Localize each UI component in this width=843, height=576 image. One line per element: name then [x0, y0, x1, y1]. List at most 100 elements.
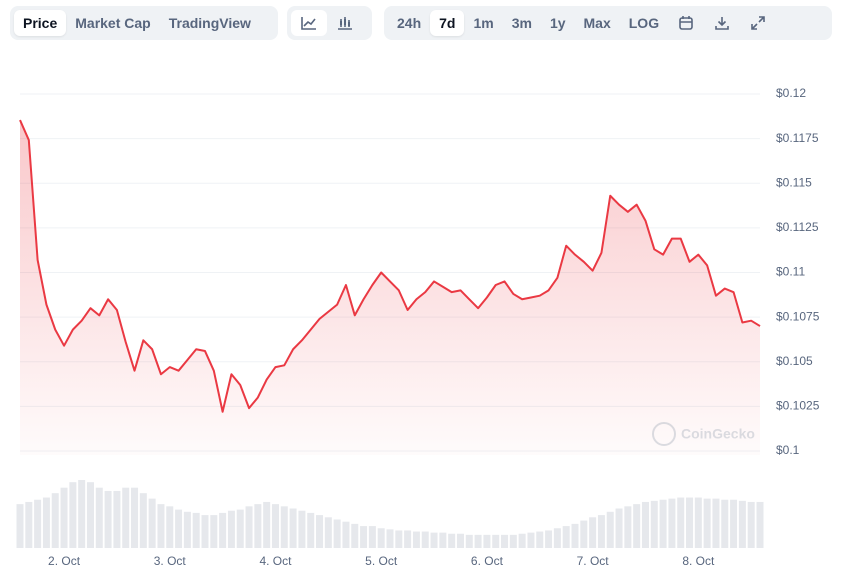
- volume-bar: [430, 532, 438, 548]
- volume-bar: [730, 499, 738, 548]
- volume-bar: [597, 515, 605, 548]
- volume-bar: [324, 517, 332, 548]
- volume-bar: [271, 504, 279, 548]
- volume-bar: [210, 515, 218, 548]
- volume-bar: [245, 506, 253, 548]
- volume-bar: [148, 498, 156, 548]
- volume-bar: [527, 532, 535, 548]
- y-tick-label: $0.12: [776, 86, 806, 100]
- view-tab[interactable]: TradingView: [168, 15, 251, 31]
- volume-bar: [219, 512, 227, 548]
- volume-bar: [307, 512, 315, 548]
- volume-bar: [316, 515, 324, 548]
- range-tab[interactable]: 1m: [473, 15, 494, 31]
- y-tick-label: $0.11: [776, 265, 805, 279]
- range-tab[interactable]: LOG: [628, 15, 660, 31]
- volume-bar: [536, 531, 544, 548]
- volume-bar: [756, 501, 764, 548]
- volume-bar: [694, 497, 702, 548]
- volume-bar: [280, 506, 288, 548]
- volume-bar: [263, 501, 271, 548]
- volume-bar: [175, 509, 183, 548]
- volume-bar: [580, 520, 588, 548]
- icon: [679, 16, 693, 30]
- volume-bar: [439, 532, 447, 548]
- price-line: [19, 119, 761, 413]
- volume-bar: [677, 497, 685, 548]
- view-tab[interactable]: Price: [14, 10, 67, 36]
- volume-bar: [69, 482, 77, 548]
- volume-bar: [747, 501, 755, 548]
- volume-bar: [738, 500, 746, 548]
- volume-bar: [86, 482, 94, 548]
- volume-bar: [606, 511, 614, 548]
- y-tick-label: $0.1: [776, 443, 800, 457]
- range-tab[interactable]: 1y: [549, 15, 566, 31]
- volume-bar: [386, 529, 394, 548]
- volume-bar: [633, 504, 641, 548]
- volume-bar: [668, 498, 676, 548]
- volume-bar: [122, 487, 130, 548]
- range-tab[interactable]: Max: [583, 15, 611, 31]
- volume-bar: [545, 530, 553, 548]
- volume-bar: [42, 497, 50, 548]
- volume-bar: [421, 531, 429, 548]
- candle-chart-button[interactable]: [327, 10, 363, 36]
- volume-bar: [589, 517, 597, 548]
- volume-bar: [183, 511, 191, 548]
- volume-bar: [377, 528, 385, 548]
- area-fill: [20, 120, 760, 455]
- volume-bar: [227, 510, 235, 548]
- volume-bar: [351, 523, 359, 548]
- volume-bar: [395, 530, 403, 548]
- volume-bar: [95, 487, 103, 548]
- calendar-button[interactable]: [668, 10, 704, 36]
- volume-bar: [483, 534, 491, 548]
- volume-bar: [712, 498, 720, 548]
- volume-bar: [404, 530, 412, 548]
- volume-bar: [201, 515, 209, 548]
- range-tabs: 24h 7d 1m 3m 1y Max LOG: [384, 6, 832, 40]
- download-button[interactable]: [704, 10, 740, 36]
- volume-bar: [166, 506, 174, 548]
- volume-bar: [254, 504, 262, 548]
- volume-bar: [236, 509, 244, 548]
- volume-bar: [624, 506, 632, 548]
- volume-bar: [448, 533, 456, 548]
- volume-bar: [492, 534, 500, 548]
- volume-bar: [34, 499, 42, 548]
- volume-bar: [456, 533, 464, 548]
- volume-bar: [192, 512, 200, 548]
- volume-bar: [509, 534, 517, 548]
- range-tab[interactable]: 24h: [397, 15, 422, 31]
- volume-bar: [659, 499, 667, 548]
- icon: [751, 16, 765, 30]
- line-chart-button[interactable]: [291, 10, 327, 36]
- volume-bar: [25, 501, 33, 548]
- fullscreen-button[interactable]: [740, 10, 776, 36]
- x-tick-label: 7. Oct: [577, 554, 610, 568]
- volume-bar: [686, 497, 694, 548]
- volume-bar: [139, 493, 147, 548]
- volume-bar: [650, 500, 658, 548]
- view-tabs: Price Market Cap TradingView: [10, 6, 278, 40]
- volume-bar: [298, 510, 306, 548]
- view-tab[interactable]: Market Cap: [75, 15, 151, 31]
- volume-bar: [113, 490, 121, 548]
- volume-bar: [104, 490, 112, 548]
- watermark: CoinGecko: [652, 422, 755, 446]
- volume-bar: [131, 487, 139, 548]
- volume-bar: [703, 498, 711, 548]
- volume-bar: [342, 521, 350, 548]
- range-tab[interactable]: 7d: [430, 10, 465, 36]
- range-tab[interactable]: 3m: [511, 15, 532, 31]
- y-tick-label: $0.1075: [776, 309, 820, 323]
- volume-bar: [721, 499, 729, 548]
- volume-bar: [78, 480, 86, 548]
- volume-bar: [641, 501, 649, 548]
- icon: [338, 17, 352, 30]
- x-tick-label: 2. Oct: [48, 554, 81, 568]
- volume-bar: [553, 528, 561, 548]
- volume-bar: [465, 534, 473, 548]
